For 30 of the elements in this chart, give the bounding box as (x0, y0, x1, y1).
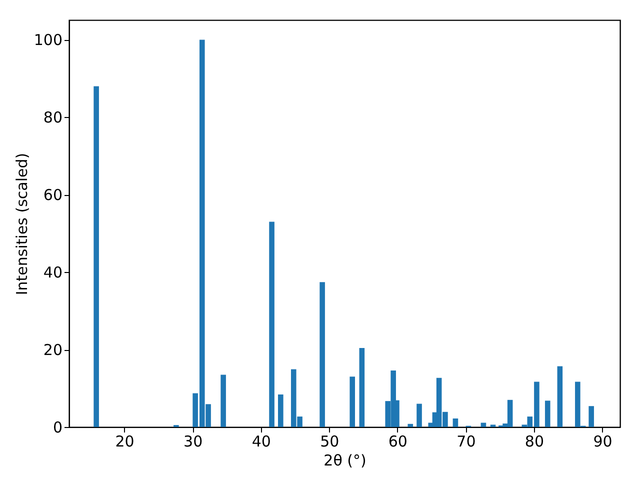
x-tick-label: 30 (184, 432, 203, 450)
bar (416, 404, 422, 427)
y-tick-label: 60 (43, 186, 62, 204)
y-tick-label: 40 (43, 264, 62, 282)
y-tick-label: 80 (43, 108, 62, 127)
bar (350, 376, 355, 427)
x-tick-label: 70 (456, 432, 476, 450)
y-tick-label: 0 (52, 418, 62, 436)
bar (544, 400, 550, 427)
y-tick-label: 20 (43, 341, 62, 360)
bar (480, 422, 486, 427)
bar (452, 418, 458, 427)
x-tick-label: 90 (593, 432, 612, 450)
bar (557, 366, 563, 427)
x-tick-label: 60 (388, 432, 408, 450)
bar (588, 406, 594, 427)
bar (320, 282, 325, 427)
x-tick-label: 20 (115, 432, 134, 450)
x-tick-label: 80 (524, 432, 544, 450)
bar (220, 374, 226, 427)
x-axis-title: 2θ (°) (324, 452, 366, 470)
bar (278, 394, 284, 427)
x-tick-label: 50 (320, 432, 340, 450)
x-tick-label: 40 (252, 432, 271, 450)
y-tick-label: 100 (34, 31, 62, 50)
y-axis-title: Intensities (scaled) (12, 152, 31, 296)
bar (94, 86, 99, 427)
bar (408, 424, 414, 427)
bar (269, 222, 274, 427)
bar (359, 348, 365, 427)
